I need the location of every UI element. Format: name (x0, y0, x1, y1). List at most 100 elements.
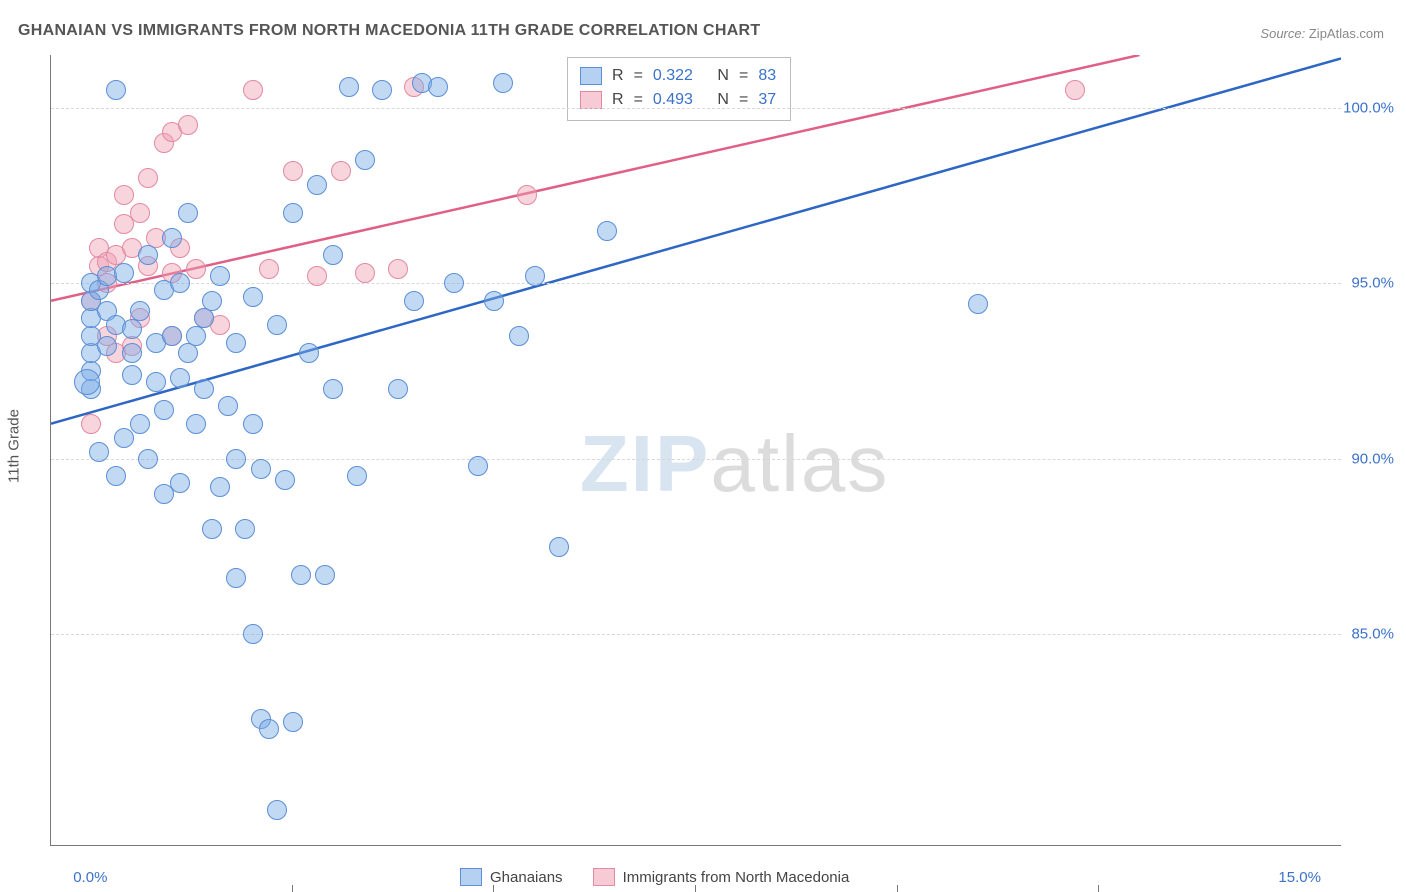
point-a (186, 326, 206, 346)
point-a (106, 466, 126, 486)
point-a (307, 175, 327, 195)
source-name: ZipAtlas.com (1309, 26, 1384, 41)
point-a (339, 77, 359, 97)
legend-label-a: Ghanaians (490, 869, 563, 886)
point-a (235, 519, 255, 539)
swatch-b-icon (580, 91, 602, 109)
point-a (138, 245, 158, 265)
point-a (170, 273, 190, 293)
point-a (154, 400, 174, 420)
point-a (130, 301, 150, 321)
point-a (243, 414, 263, 434)
point-a-large (74, 369, 100, 395)
point-a (299, 343, 319, 363)
point-a (114, 263, 134, 283)
point-a (355, 150, 375, 170)
eq: = (739, 67, 748, 85)
eq: = (634, 67, 643, 85)
point-b (517, 185, 537, 205)
point-a (404, 291, 424, 311)
point-b (283, 161, 303, 181)
point-a (194, 379, 214, 399)
legend-label-b: Immigrants from North Macedonia (623, 869, 850, 886)
point-b (178, 115, 198, 135)
y-tick-label: 85.0% (1351, 626, 1394, 643)
point-a (194, 308, 214, 328)
point-a (226, 568, 246, 588)
point-b (355, 263, 375, 283)
chart-title: GHANAIAN VS IMMIGRANTS FROM NORTH MACEDO… (18, 22, 760, 40)
point-a (170, 473, 190, 493)
point-b (307, 266, 327, 286)
point-b (186, 259, 206, 279)
point-a (509, 326, 529, 346)
y-tick-label: 100.0% (1343, 99, 1394, 116)
source-credit: Source: ZipAtlas.com (1260, 26, 1384, 41)
point-a (484, 291, 504, 311)
n-value-b: 37 (758, 91, 776, 109)
y-tick-label: 95.0% (1351, 275, 1394, 292)
x-tick-label: 15.0% (1278, 869, 1321, 886)
swatch-b-icon (593, 868, 615, 886)
point-a (122, 365, 142, 385)
n-label: N (717, 67, 729, 85)
point-a (315, 565, 335, 585)
plot-area: ZIPatlas R = 0.322 N = 83 R = 0.493 N (50, 55, 1341, 846)
r-label: R (612, 67, 624, 85)
point-b (1065, 80, 1085, 100)
point-a (170, 368, 190, 388)
point-a (122, 343, 142, 363)
point-a (444, 273, 464, 293)
point-a (291, 565, 311, 585)
point-a (138, 449, 158, 469)
point-b (331, 161, 351, 181)
point-a (210, 266, 230, 286)
point-b (114, 185, 134, 205)
point-a (130, 414, 150, 434)
x-minor-tick (1098, 885, 1099, 892)
stats-row-a: R = 0.322 N = 83 (580, 64, 776, 88)
point-a (597, 221, 617, 241)
point-a (549, 537, 569, 557)
point-a (226, 333, 246, 353)
legend-item-a: Ghanaians (460, 868, 563, 886)
point-b (130, 203, 150, 223)
n-label: N (717, 91, 729, 109)
point-a (202, 519, 222, 539)
point-a (178, 343, 198, 363)
point-a (259, 719, 279, 739)
point-a (114, 428, 134, 448)
point-a (186, 414, 206, 434)
point-a (372, 80, 392, 100)
eq: = (739, 91, 748, 109)
x-minor-tick (897, 885, 898, 892)
x-minor-tick (695, 885, 696, 892)
x-minor-tick (292, 885, 293, 892)
point-a (218, 396, 238, 416)
legend-item-b: Immigrants from North Macedonia (593, 868, 850, 886)
point-a (251, 459, 271, 479)
gridline-h (51, 283, 1341, 284)
point-b (243, 80, 263, 100)
point-a (388, 379, 408, 399)
point-a (525, 266, 545, 286)
watermark: ZIPatlas (580, 418, 889, 510)
point-a (202, 291, 222, 311)
r-label: R (612, 91, 624, 109)
point-a (283, 712, 303, 732)
point-b (388, 259, 408, 279)
stats-box: R = 0.322 N = 83 R = 0.493 N = 37 (567, 57, 791, 121)
point-b (81, 414, 101, 434)
x-tick-label: 0.0% (73, 869, 107, 886)
point-a (968, 294, 988, 314)
point-b (259, 259, 279, 279)
point-a (267, 315, 287, 335)
point-a (468, 456, 488, 476)
point-a (162, 228, 182, 248)
point-a (226, 449, 246, 469)
point-a (347, 466, 367, 486)
watermark-zip: ZIP (580, 419, 710, 508)
point-a (146, 372, 166, 392)
watermark-atlas: atlas (710, 419, 889, 508)
point-a (323, 245, 343, 265)
